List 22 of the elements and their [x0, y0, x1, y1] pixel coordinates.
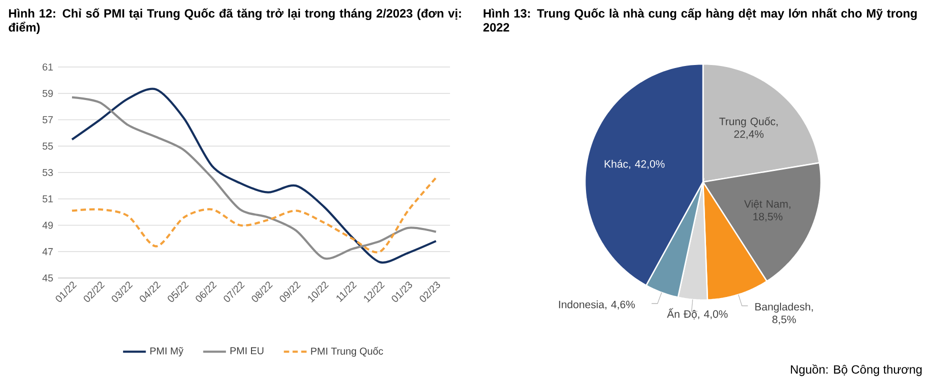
data-label: Khác, 42,0% — [604, 160, 665, 169]
y-tick-label: 59 — [42, 90, 53, 97]
text: Nguồn: Bộ Công thương — [790, 364, 922, 376]
data-label: Indonesia, 4,6% — [559, 300, 635, 310]
legend-label: PMI Mỹ — [150, 347, 184, 356]
data-label: Việt Nam, 18,5% — [744, 200, 790, 222]
y-tick-label: 55 — [42, 142, 53, 150]
chart-title: Hình 13: Trung Quốc là nhà cung cấp hàng dệt may lớn nhất cho Mỹ trong 2022 — [483, 8, 917, 32]
y-tick-label: 49 — [42, 222, 53, 229]
y-tick-label: 57 — [42, 116, 53, 124]
data-label: Trung Quốc, 22,4% — [719, 116, 778, 140]
line-series — [70, 176, 438, 254]
data-label: Bangladesh, 8,5% — [755, 302, 813, 324]
data-label: Ấn Độ, 4,0% — [666, 308, 728, 320]
y-tick-label: 51 — [42, 195, 53, 202]
legend-label: PMI Trung Quốc — [311, 346, 384, 357]
y-tick-label: 47 — [42, 248, 53, 256]
legend-label: PMI EU — [230, 347, 264, 354]
y-tick-label: 53 — [42, 168, 53, 176]
chart-title: Hình 12: Chỉ số PMI tại Trung Quốc đã tăng trở lại trong tháng 2/2023 (đơn vị: điểm) — [8, 8, 461, 34]
y-tick-label: 61 — [42, 63, 53, 71]
y-tick-label: 45 — [42, 274, 53, 282]
